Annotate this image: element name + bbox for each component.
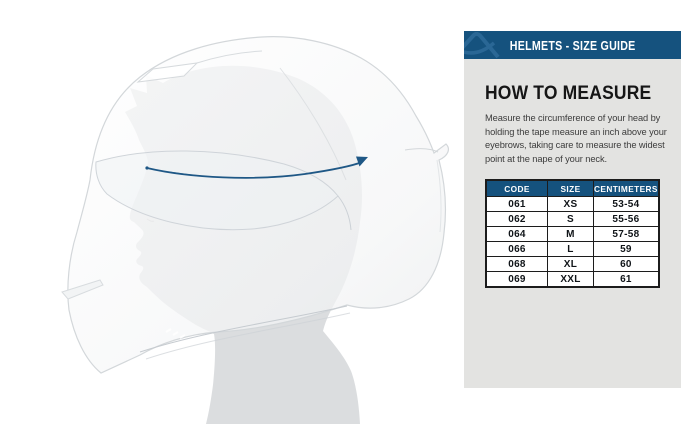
cell-centimeters: 60 (592, 256, 660, 272)
measurement-start-dot (145, 166, 149, 170)
panel-header: HELMETS - SIZE GUIDE (464, 31, 681, 59)
table-row: 064 M 57-58 (485, 226, 660, 242)
size-table-header-row: CODE SIZE CENTIMETERS (485, 179, 660, 197)
cell-code: 068 (485, 256, 548, 272)
table-row: 068 XL 60 (485, 256, 660, 272)
cell-size: M (547, 226, 594, 242)
cell-size: S (547, 211, 594, 227)
cell-size: L (547, 241, 594, 257)
cell-code: 064 (485, 226, 548, 242)
cell-code: 062 (485, 211, 548, 227)
brand-logo-icon (464, 32, 500, 59)
table-row: 069 XXL 61 (485, 271, 660, 288)
table-row: 061 XS 53-54 (485, 196, 660, 212)
cell-centimeters: 55-56 (592, 211, 660, 227)
chin-flap (61, 279, 104, 300)
cell-size: XS (547, 196, 594, 212)
visor-hinge-line (337, 195, 352, 231)
measurement-line (145, 156, 368, 179)
cell-centimeters: 57-58 (592, 226, 660, 242)
cell-size: XXL (547, 271, 594, 288)
cell-code: 061 (485, 196, 548, 212)
rear-edge-line (436, 159, 442, 233)
padding-edge-line (139, 305, 348, 353)
shell-crease-back (279, 67, 347, 181)
size-guide-panel: HELMETS - SIZE GUIDE HOW TO MEASURE Meas… (464, 31, 681, 388)
col-header-size: SIZE (547, 179, 594, 197)
col-header-centimeters: CENTIMETERS (592, 179, 660, 197)
padding-edge-line-2 (145, 312, 351, 360)
how-to-measure-section: HOW TO MEASURE Measure the circumference… (464, 59, 681, 388)
chin-vents (165, 328, 186, 339)
table-row: 066 L 59 (485, 241, 660, 257)
cell-centimeters: 59 (592, 241, 660, 257)
cell-centimeters: 53-54 (592, 196, 660, 212)
measurement-arrow-icon (356, 156, 368, 167)
table-row: 062 S 55-56 (485, 211, 660, 227)
panel-title: HELMETS - SIZE GUIDE (509, 37, 636, 53)
shell-crease-top (196, 50, 263, 64)
section-description: Measure the circumference of your head b… (485, 113, 667, 164)
col-header-code: CODE (485, 179, 548, 197)
cell-code: 066 (485, 241, 548, 257)
section-title: HOW TO MEASURE (485, 83, 652, 104)
size-table: CODE SIZE CENTIMETERS 061 XS 53-54 062 S… (485, 179, 660, 288)
cell-centimeters: 61 (592, 271, 660, 288)
cell-code: 069 (485, 271, 548, 288)
cell-size: XL (547, 256, 594, 272)
rear-spoiler-line (404, 148, 439, 153)
